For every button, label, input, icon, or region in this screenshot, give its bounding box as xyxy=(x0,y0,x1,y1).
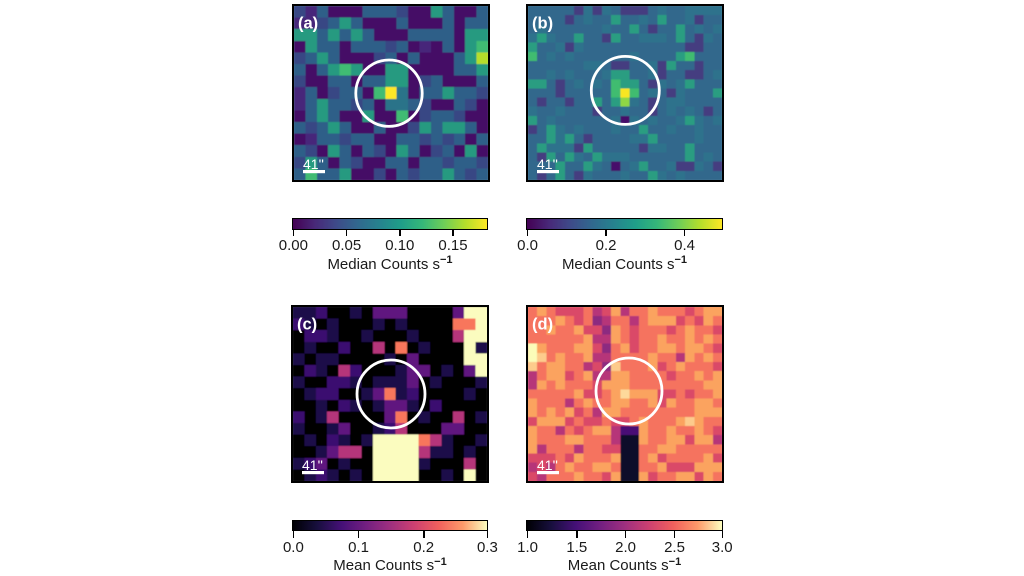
svg-text:(d): (d) xyxy=(532,316,553,334)
svg-text:(a): (a) xyxy=(298,15,318,33)
svg-text:41'': 41'' xyxy=(537,156,558,172)
svg-text:41'': 41'' xyxy=(302,457,323,473)
svg-text:(c): (c) xyxy=(297,316,317,334)
svg-text:(b): (b) xyxy=(532,15,553,33)
svg-text:41'': 41'' xyxy=(537,457,558,473)
svg-text:41'': 41'' xyxy=(303,156,324,172)
